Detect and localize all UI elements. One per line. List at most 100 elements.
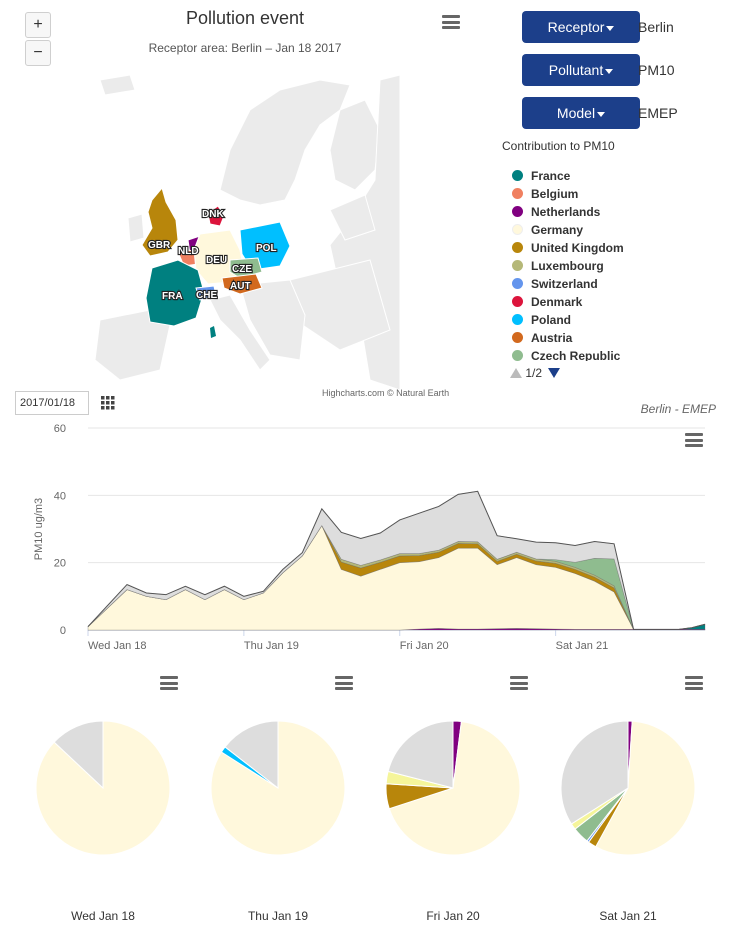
pm10-area-chart[interactable]: 0 20 40 60 PM10 ug/m3 Wed Jan 18 Thu Jan 19 Fri… (0, 418, 730, 658)
y-axis-title: PM10 ug/m3 (33, 498, 45, 560)
y-tick-label: 0 (60, 625, 66, 637)
map-country-fra (145, 259, 205, 327)
legend-label: France (531, 169, 571, 183)
x-tick-label: Wed Jan 18 (88, 640, 147, 652)
legend-dot (512, 314, 523, 325)
pie-slice-other[interactable] (387, 720, 454, 789)
pie-slice-other[interactable] (53, 720, 104, 790)
legend-dot (512, 332, 523, 343)
map-subtitle: Receptor area: Berlin – Jan 18 2017 (148, 41, 342, 55)
model-dropdown-label: Model (556, 105, 596, 121)
legend-label: Poland (531, 313, 572, 327)
receptor-value: Berlin (638, 19, 674, 35)
pie-slice-other[interactable] (224, 720, 279, 790)
receptor-dropdown-label: Receptor (547, 19, 605, 35)
legend-label: Denmark (531, 295, 583, 309)
legend-label: Netherlands (531, 205, 601, 219)
legend-item-luxembourg[interactable]: Luxembourg (512, 257, 722, 275)
legend-item-austria[interactable]: Austria (512, 329, 722, 347)
pollutant-dropdown-label: Pollutant (548, 62, 604, 78)
legend-dot (512, 188, 523, 199)
legend-dot (512, 296, 523, 307)
chart-caption: Berlin - EMEP (640, 402, 716, 416)
pie-chart-wed-jan-18[interactable] (35, 720, 171, 856)
pie-menu-icon-2[interactable] (335, 676, 353, 690)
legend-label: Czech Republic (531, 349, 621, 361)
pie-slice-other[interactable] (560, 720, 629, 825)
map-label-deu: DEU (206, 255, 227, 266)
legend-label: Germany (531, 223, 584, 237)
legend-dot (512, 278, 523, 289)
legend-dot (512, 242, 523, 253)
legend-title: Contribution to PM10 (502, 139, 615, 153)
pie-menu-icon-4[interactable] (685, 676, 703, 690)
y-tick-label: 40 (54, 490, 66, 502)
total-outline (87, 490, 706, 630)
legend-item-poland[interactable]: Poland (512, 311, 722, 329)
legend-item-czech-republic[interactable]: Czech Republic (512, 347, 722, 361)
map-country-gbr (141, 186, 179, 257)
date-input[interactable]: 2017/01/18 (15, 391, 89, 415)
legend-item-germany[interactable]: Germany (512, 221, 722, 239)
x-tick-label: Fri Jan 20 (400, 640, 449, 652)
map-label-dnk: DNK (202, 209, 224, 220)
map-label-pol: POL (256, 243, 277, 254)
legend-prev-page-icon[interactable] (510, 368, 522, 378)
map-country-corsica (210, 326, 216, 338)
area-chart-menu-icon[interactable] (685, 433, 703, 447)
pie-menu-icon-3[interactable] (510, 676, 528, 690)
pollutant-dropdown[interactable]: Pollutant (522, 54, 640, 86)
x-tick-label: Sat Jan 21 (556, 640, 609, 652)
europe-map[interactable]: GBR DNK NLD DEU POL CZE FRA CHE AUT (90, 70, 490, 390)
map-label-cze: CZE (232, 264, 252, 275)
zoom-out-button[interactable]: − (25, 40, 51, 66)
pie-menu-icon-1[interactable] (160, 676, 178, 690)
map-region-finland (329, 99, 381, 191)
legend-item-united-kingdom[interactable]: United Kingdom (512, 239, 722, 257)
map-title: Pollution event (185, 8, 305, 28)
legend-label: Austria (531, 331, 573, 345)
pie-chart-thu-jan-19[interactable] (210, 720, 346, 856)
y-tick-label: 60 (54, 423, 66, 435)
pie-label-fri-jan-20: Fri Jan 20 (426, 909, 480, 923)
legend-item-belgium[interactable]: Belgium (512, 185, 722, 203)
legend-item-switzerland[interactable]: Switzerland (512, 275, 722, 293)
model-value: EMEP (638, 105, 678, 121)
legend-page-indicator: 1/2 (525, 366, 543, 380)
legend-list: France Belgium Netherlands Germany Unite… (512, 167, 722, 361)
legend-label: Luxembourg (531, 259, 604, 273)
legend-item-france[interactable]: France (512, 167, 722, 185)
map-label-aut: AUT (230, 281, 251, 292)
legend-item-netherlands[interactable]: Netherlands (512, 203, 722, 221)
caret-down-icon (606, 25, 615, 31)
legend-label: Belgium (531, 187, 579, 201)
pie-slice-germany[interactable] (388, 720, 521, 856)
legend-dot (512, 350, 523, 361)
pie-label-thu-jan-19: Thu Jan 19 (247, 909, 309, 923)
model-dropdown[interactable]: Model (522, 97, 640, 129)
legend-label: United Kingdom (531, 241, 624, 255)
map-country-aut (221, 273, 263, 295)
map-label-fra: FRA (162, 291, 183, 302)
calendar-grid-icon[interactable] (101, 396, 115, 410)
legend-label: Switzerland (531, 277, 598, 291)
pie-label-sat-jan-21: Sat Jan 21 (599, 909, 657, 923)
map-region-balkans (239, 279, 306, 361)
legend-next-page-icon[interactable] (548, 368, 561, 378)
legend-dot (512, 170, 523, 181)
legend-item-denmark[interactable]: Denmark (512, 293, 722, 311)
map-label-nld: NLD (178, 246, 199, 257)
pie-slice-germany[interactable] (595, 720, 696, 856)
map-menu-icon[interactable] (442, 15, 460, 29)
pie-chart-fri-jan-20[interactable] (385, 720, 521, 856)
pie-chart-sat-jan-21[interactable] (560, 720, 696, 856)
y-tick-label: 20 (54, 558, 66, 570)
zoom-in-button[interactable]: + (25, 12, 51, 38)
caret-down-icon (605, 68, 614, 74)
map-region-ireland (127, 213, 145, 243)
caret-down-icon (597, 111, 606, 117)
map-label-che: CHE (196, 290, 217, 301)
map-credits[interactable]: Highcharts.com © Natural Earth (322, 388, 450, 398)
receptor-dropdown[interactable]: Receptor (522, 11, 640, 43)
map-region-italy (209, 294, 271, 371)
